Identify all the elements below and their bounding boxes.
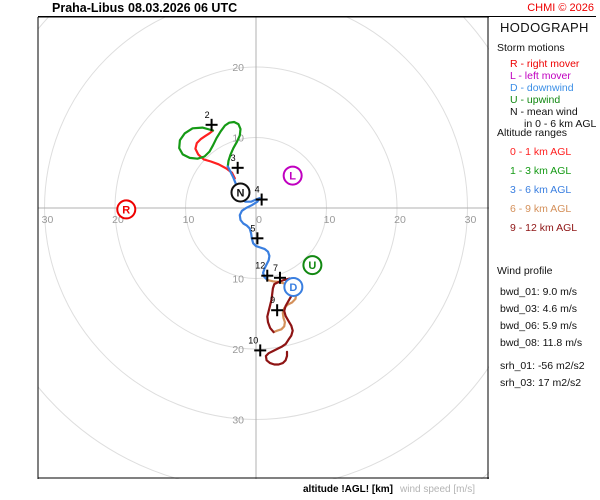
storm-motion-left-mover: L - left mover xyxy=(510,70,571,82)
copyright-notice: CHMI © 2026 xyxy=(527,2,594,14)
altitude-marker-3: 3 xyxy=(231,153,244,174)
y-tick-30: 30 xyxy=(232,415,244,427)
marker-circle-R xyxy=(116,199,137,220)
altitude-marker-9: 9 xyxy=(270,295,284,317)
marker-circle-L xyxy=(282,165,303,186)
altitude-label-2: 2 xyxy=(205,110,210,120)
storm-motion-downwind: D - downwind xyxy=(510,82,574,94)
altitude-label-12: 12 xyxy=(255,261,265,271)
speed-ring-70 xyxy=(0,17,490,479)
marker-circle-D xyxy=(283,276,304,297)
altitude-range-0-1km: 0 - 1 km AGL xyxy=(510,146,572,158)
marker-letter-U: U xyxy=(308,260,316,272)
storm-motion-right-mover: R - right mover xyxy=(510,58,580,70)
y-tick-20: 20 xyxy=(232,62,244,74)
footer-altitude-label: altitude !AGL! [km] xyxy=(303,484,393,495)
marker-letter-D: D xyxy=(289,282,297,294)
marker-circle-N xyxy=(230,182,251,203)
x-tick-30: 30 xyxy=(465,214,477,226)
y-tick-20: 20 xyxy=(232,344,244,356)
altitude-marker-2: 2 xyxy=(205,110,218,131)
series-1-3-km-agl xyxy=(178,120,242,168)
marker-letter-R: R xyxy=(122,204,130,216)
wind-profile-srh-03: srh_03: 17 m2/s2 xyxy=(500,377,582,389)
hodograph-plot: 30201001020302010102030402345127910RLNUD xyxy=(0,17,490,479)
storm-motion-upwind: U - upwind xyxy=(510,94,561,106)
grid-layer xyxy=(0,17,490,479)
altitude-marker-4: 4 xyxy=(255,185,268,206)
station-name: Praha-Libus xyxy=(52,1,125,15)
altitude-range-3-6km: 3 - 6 km AGL xyxy=(510,184,572,196)
x-tick-10: 10 xyxy=(183,214,195,226)
altitude-label-5: 5 xyxy=(250,223,255,233)
storm-motion-marker-L: L xyxy=(282,165,303,186)
storm-motion-markers: R L N UD xyxy=(116,165,323,297)
altitude-range-9-12km: 9 - 12 km AGL xyxy=(510,222,578,234)
speed-ring-90 xyxy=(0,17,490,479)
y-tick-10: 10 xyxy=(232,274,244,286)
altitude-markers: 2 3 4 5 12 7 9 10 xyxy=(205,110,286,357)
altitude-label-7: 7 xyxy=(273,263,278,273)
altitude-label-9: 9 xyxy=(270,295,275,305)
x-tick-20: 20 xyxy=(112,214,124,226)
altitude-ranges-heading: Altitude ranges xyxy=(497,127,568,139)
speed-ring-40 xyxy=(38,17,489,479)
x-tick-20: 20 xyxy=(394,214,406,226)
altitude-marker-10: 10 xyxy=(248,335,267,357)
x-tick-30: 30 xyxy=(42,214,54,226)
altitude-marker-7: 7 xyxy=(273,263,286,284)
storm-motion-mean-wind-layer: in 0 - 6 km AGL xyxy=(524,118,597,130)
storm-motion-marker-D: D xyxy=(283,276,304,297)
wind-profile-bwd-03: bwd_03: 4.6 m/s xyxy=(500,303,578,315)
wind-profile-srh-01: srh_01: -56 m2/s2 xyxy=(500,360,585,372)
footer-windspeed-label: wind speed [m/s] xyxy=(400,484,476,495)
storm-motion-mean-wind: N - mean wind xyxy=(510,106,578,118)
altitude-label-3: 3 xyxy=(231,153,236,163)
storm-motion-marker-N: N xyxy=(230,182,251,203)
speed-ring-80 xyxy=(0,17,490,479)
hodograph-svg: 30201001020302010102030402345127910RLNUD xyxy=(0,17,490,479)
x-tick-0: 0 xyxy=(256,214,262,226)
observation-datetime: 08.03.2026 06 UTC xyxy=(128,1,238,15)
altitude-range-6-9km: 6 - 9 km AGL xyxy=(510,203,572,215)
altitude-label-4: 4 xyxy=(255,185,260,195)
altitude-label-10: 10 xyxy=(248,335,258,345)
speed-ring-60 xyxy=(0,17,490,479)
altitude-marker-12: 12 xyxy=(255,261,274,282)
marker-circle-U xyxy=(302,255,323,276)
series-6-9-km-agl xyxy=(266,278,298,334)
x-tick-10: 10 xyxy=(324,214,336,226)
series-0-1-km-agl xyxy=(194,129,236,180)
panel-title: HODOGRAPH xyxy=(500,20,589,35)
altitude-marker-5: 5 xyxy=(250,223,264,245)
series-layer xyxy=(178,120,298,366)
wind-profile-heading: Wind profile xyxy=(497,265,553,277)
altitude-range-1-3km: 1 - 3 km AGL xyxy=(510,165,572,177)
wind-profile-bwd-01: bwd_01: 9.0 m/s xyxy=(500,286,578,298)
marker-letter-N: N xyxy=(237,187,245,199)
storm-motion-marker-R: R xyxy=(116,199,137,220)
wind-profile-bwd-06: bwd_06: 5.9 m/s xyxy=(500,320,578,332)
marker-letter-L: L xyxy=(289,171,296,183)
series-9-12-km-agl xyxy=(264,277,297,366)
wind-profile-bwd-08: bwd_08: 11.8 m/s xyxy=(500,337,583,349)
storm-motion-marker-U: U xyxy=(302,255,323,276)
speed-ring-50 xyxy=(480,471,489,479)
storm-motions-heading: Storm motions xyxy=(497,42,565,54)
